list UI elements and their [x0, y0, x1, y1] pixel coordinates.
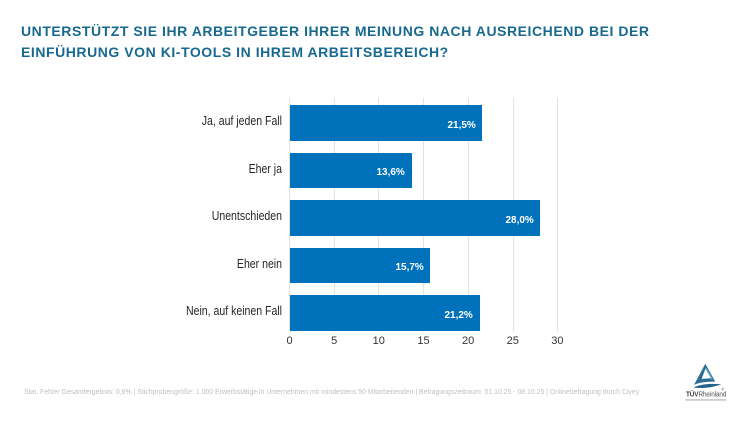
svg-text:®: ® — [721, 387, 724, 392]
svg-text:TÜVRheinland: TÜVRheinland — [686, 389, 727, 398]
